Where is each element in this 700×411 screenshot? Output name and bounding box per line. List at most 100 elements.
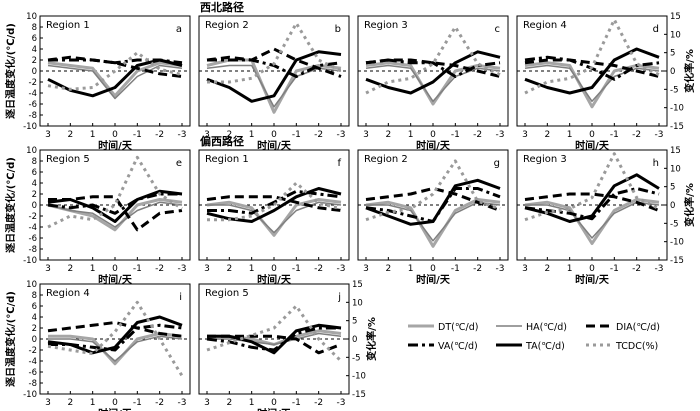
x-tick-label: 1 xyxy=(408,130,414,140)
x-tick-label: 0 xyxy=(430,264,436,274)
x-tick-label: -2 xyxy=(632,130,641,140)
y-tick-label: 2 xyxy=(32,324,37,334)
series-ha xyxy=(207,201,342,234)
x-tick-label: -2 xyxy=(155,130,164,140)
x-axis-label: 时间/天 xyxy=(257,139,292,152)
x-axis-label: 时间/天 xyxy=(98,139,133,152)
series-dt xyxy=(47,61,183,98)
x-tick-label: -1 xyxy=(451,264,460,274)
x-tick-label: -1 xyxy=(133,398,142,408)
panel-b: Region 2 b 3 2 1 0 -1 -2 -3 时间/天 xyxy=(198,15,350,152)
panel-f: Region 1 f 3 2 1 0 -1 -2 -3 时间/天 xyxy=(198,149,350,286)
x-axis-label: 时间/天 xyxy=(257,273,292,286)
heading-northwest: 西北路径 xyxy=(200,0,244,14)
region-label: Region 2 xyxy=(205,20,249,31)
y2-axis-label: 变化率/% xyxy=(365,317,378,361)
y2-tick-label: 15 xyxy=(670,12,681,22)
x-tick-label: 0 xyxy=(430,130,436,140)
legend-label: TA(℃/d) xyxy=(525,341,565,352)
x-tick-label: -3 xyxy=(496,264,505,274)
x-axis-label: 时间/天 xyxy=(98,273,133,286)
y2-tick-label: -5 xyxy=(670,85,678,95)
series-va xyxy=(207,58,342,78)
y-tick-label: 2 xyxy=(32,56,37,66)
legend-label: VA(℃/d) xyxy=(438,341,478,352)
x-tick-label: -1 xyxy=(451,130,460,140)
panel-letter: d xyxy=(653,24,659,35)
y-tick-label: 8 xyxy=(32,291,37,301)
y-tick-label: 4 xyxy=(32,179,37,189)
x-tick-label: 3 xyxy=(45,130,51,140)
x-tick-label: -3 xyxy=(337,398,346,408)
x-axis-label: 时间/天 xyxy=(416,139,451,152)
legend-item-ha: HA(℃/d) xyxy=(496,322,567,333)
y-tick-label: -6 xyxy=(29,368,37,378)
x-tick-label: -3 xyxy=(337,264,346,274)
x-tick-label: -3 xyxy=(496,130,505,140)
y2-tick-label: -5 xyxy=(670,219,678,229)
legend-item-tcdc: TCDC(%) xyxy=(586,341,658,352)
x-tick-label: 3 xyxy=(204,264,210,274)
panel-letter: j xyxy=(337,292,341,303)
x-tick-label: -2 xyxy=(314,398,323,408)
series-dia xyxy=(206,195,342,212)
legend-item-va: VA(℃/d) xyxy=(408,341,478,352)
x-tick-label: 1 xyxy=(90,130,96,140)
series-ta xyxy=(524,47,660,95)
series-ta xyxy=(47,315,183,355)
x-tick-label: -3 xyxy=(655,130,664,140)
y2-tick-label: -10 xyxy=(670,238,684,248)
x-tick-label: 2 xyxy=(544,130,550,140)
x-tick-label: -1 xyxy=(133,264,142,274)
x-tick-label: -3 xyxy=(178,398,187,408)
y2-tick-label: 5 xyxy=(670,49,675,59)
panel-letter: f xyxy=(337,158,341,169)
series-ha xyxy=(47,64,183,100)
panel-j: Region 5j3210-1-2-3时间/天-15-10-5051015变化率… xyxy=(198,280,378,411)
panel-d: Region 4 d3 2 1 0 -1 -2 -3时间/天-15-10-5051015变化率… xyxy=(516,12,696,152)
panel-e: Region 5 e3 2 1 0 -1 -2 -3时间/天-10-8-6-4-2024681… xyxy=(4,146,191,286)
y-tick-label: 0 xyxy=(32,335,37,345)
y-tick-label: -4 xyxy=(29,357,37,367)
y2-axis-label: 变化率/% xyxy=(683,49,696,93)
x-tick-label: 1 xyxy=(90,264,96,274)
series-va xyxy=(47,192,182,215)
y-tick-label: 0 xyxy=(32,201,37,211)
series-dia xyxy=(47,55,183,78)
y2-tick-label: -10 xyxy=(352,372,366,382)
region-label: Region 3 xyxy=(364,20,408,31)
series-va xyxy=(365,58,501,78)
x-tick-label: 0 xyxy=(112,130,118,140)
x-tick-label: -2 xyxy=(632,264,641,274)
legend-label: DT(℃/d) xyxy=(438,322,478,333)
series-dt xyxy=(524,198,660,245)
x-tick-label: -1 xyxy=(610,130,619,140)
series-tcdc xyxy=(47,300,184,377)
x-tick-label: 3 xyxy=(204,398,210,408)
region-label: Region 1 xyxy=(46,20,90,31)
x-tick-label: 2 xyxy=(67,130,73,140)
x-tick-label: -2 xyxy=(473,130,482,140)
x-axis-label: 时间/天 xyxy=(575,273,610,286)
x-tick-label: 2 xyxy=(226,398,232,408)
x-tick-label: 3 xyxy=(45,398,51,408)
x-axis-label: 时间/天 xyxy=(416,273,451,286)
x-tick-label: -2 xyxy=(314,130,323,140)
panel-i: Region 4i3210-1-2-3时间/天-10-8-6-4-2024681… xyxy=(4,280,191,411)
x-tick-label: -2 xyxy=(155,398,164,408)
x-tick-label: 0 xyxy=(271,130,277,140)
x-tick-label: 2 xyxy=(226,264,232,274)
series-dia xyxy=(47,321,183,338)
legend-item-dia: DIA(℃/d) xyxy=(586,322,660,333)
x-tick-label: 0 xyxy=(589,264,595,274)
x-tick-label: 0 xyxy=(112,398,118,408)
x-tick-label: 3 xyxy=(522,264,528,274)
y-tick-label: -8 xyxy=(29,111,37,121)
y-tick-label: 4 xyxy=(32,313,37,323)
y-tick-label: -10 xyxy=(23,390,37,400)
x-tick-label: 2 xyxy=(385,130,391,140)
y-tick-label: 2 xyxy=(32,190,37,200)
x-tick-label: 3 xyxy=(363,130,369,140)
x-tick-label: 2 xyxy=(226,130,232,140)
